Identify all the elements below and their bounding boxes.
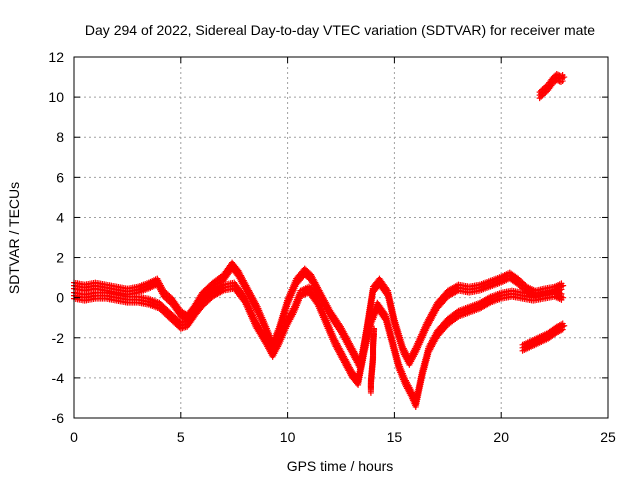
data-point: [561, 74, 568, 81]
y-tick-label: -2: [52, 330, 65, 346]
y-axis-label: SDTVAR / TECUs: [6, 182, 22, 294]
x-axis-label: GPS time / hours: [287, 458, 394, 474]
x-tick-label: 0: [70, 429, 78, 445]
ticks: 0 5 10 15 20 25 -6 -4 -2 0 2 4 6 8 10 12: [48, 49, 616, 445]
x-tick-label: 15: [387, 429, 403, 445]
series-lower-band: [71, 279, 567, 410]
y-tick-label: 4: [56, 209, 64, 225]
data-point: [559, 78, 566, 85]
series-vertical-spike: [367, 325, 378, 396]
y-tick-label: 10: [48, 89, 64, 105]
y-tick-label: 6: [56, 169, 64, 185]
y-tick-label: -4: [52, 370, 65, 386]
data-marks: [71, 71, 568, 410]
grid: [74, 57, 608, 418]
series-late-segment-1: [536, 71, 568, 102]
series-late-segment-2: [519, 320, 568, 354]
data-point: [561, 322, 568, 329]
x-tick-label: 10: [280, 429, 296, 445]
x-tick-label: 20: [493, 429, 509, 445]
y-tick-label: -6: [52, 410, 65, 426]
y-tick-label: 0: [56, 290, 64, 306]
y-tick-label: 2: [56, 250, 64, 266]
data-point: [560, 282, 567, 289]
y-tick-label: 8: [56, 129, 64, 145]
x-tick-label: 25: [600, 429, 616, 445]
data-point: [559, 326, 566, 333]
data-point: [560, 294, 567, 301]
x-tick-label: 5: [177, 429, 185, 445]
data-point: [371, 326, 378, 333]
plot-frame: [73, 56, 609, 419]
y-tick-label: 12: [48, 49, 64, 65]
chart-title: Day 294 of 2022, Sidereal Day-to-day VTE…: [85, 22, 595, 38]
